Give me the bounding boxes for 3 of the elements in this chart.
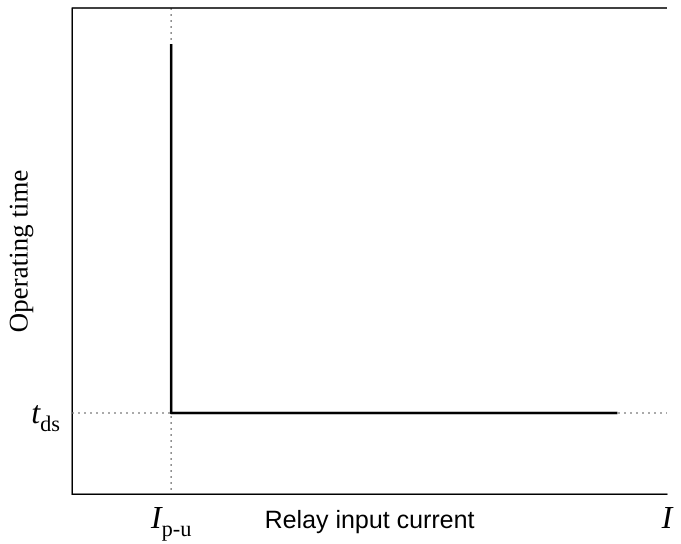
y-axis-title: Operating time <box>3 170 34 332</box>
x-tick-label: I <box>660 499 674 535</box>
x-axis-title: Relay input current <box>264 506 474 534</box>
